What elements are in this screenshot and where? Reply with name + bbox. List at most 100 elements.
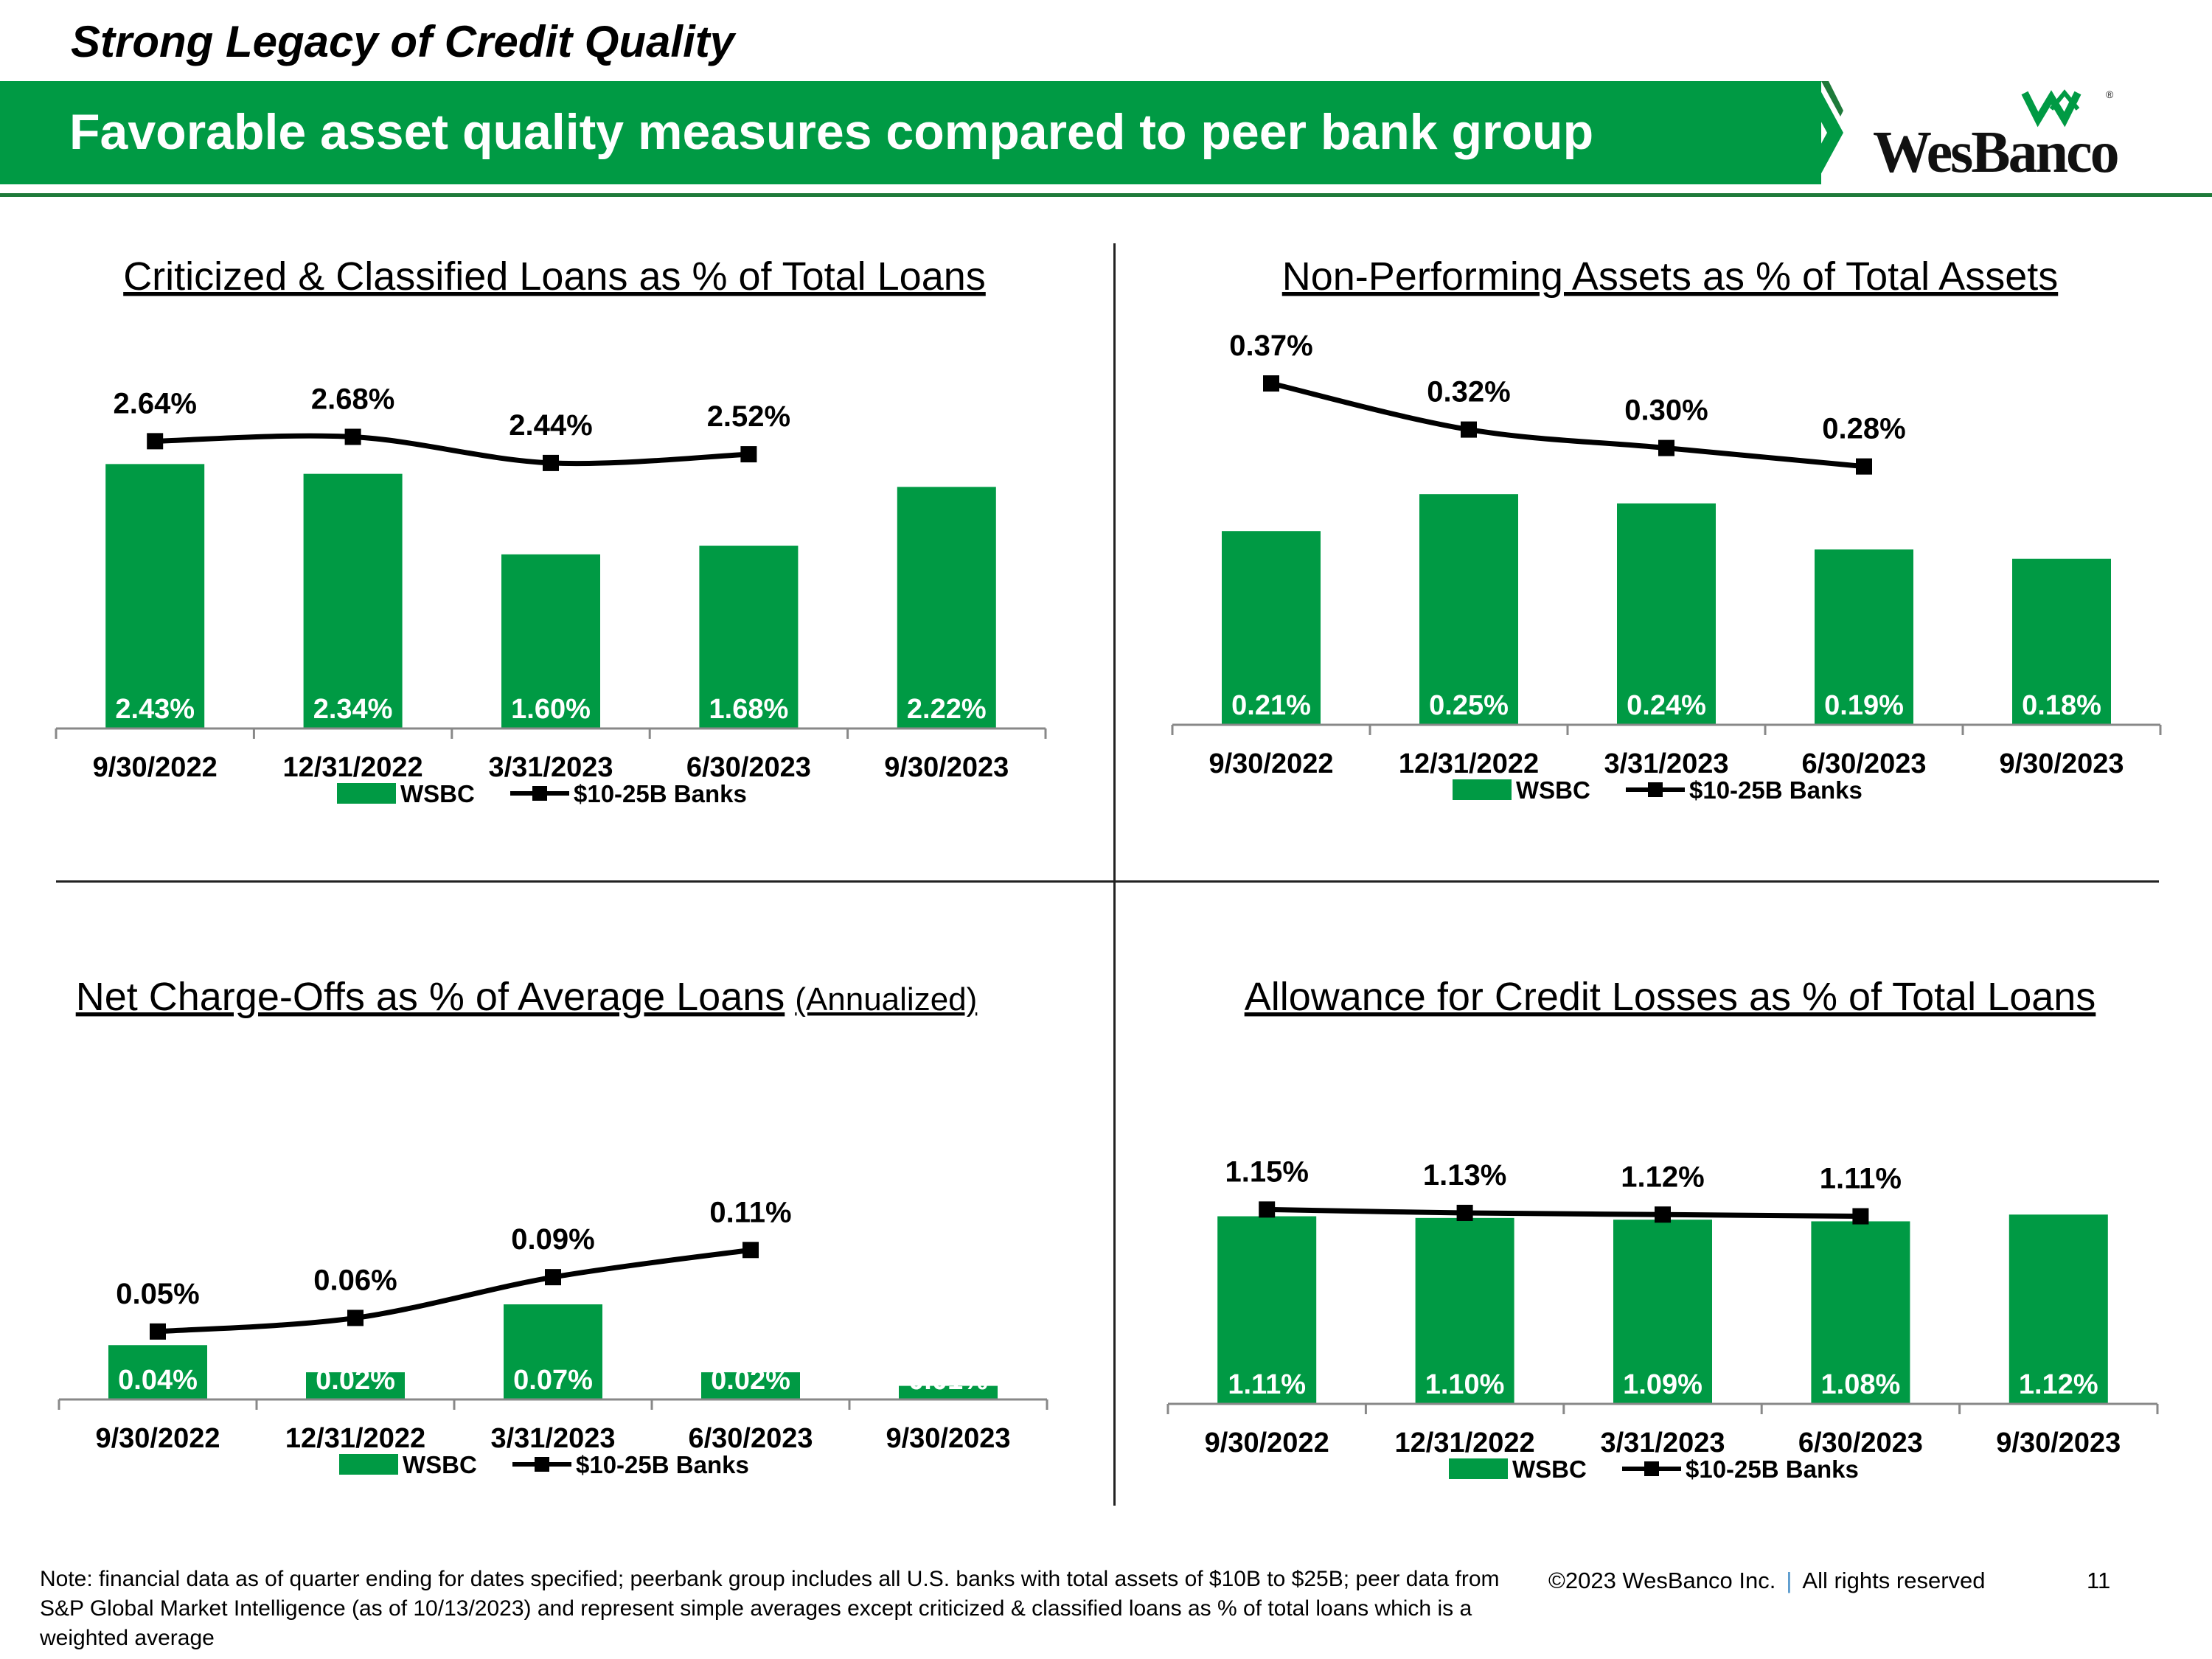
x-tick-label: 12/31/2022 (285, 1423, 425, 1454)
bar-wsbc (501, 554, 600, 728)
x-tick-label: 9/30/2022 (95, 1423, 220, 1454)
line-marker (1856, 458, 1872, 475)
legend-peer-label: $10-25B Banks (1686, 1455, 1859, 1483)
x-tick-label: 3/31/2023 (1604, 748, 1728, 779)
bar-wsbc (303, 473, 403, 728)
wesbanco-logo: ® WesBanco (1873, 87, 2138, 185)
line-marker (1852, 1208, 1869, 1225)
x-tick-label: 9/30/2023 (1996, 1427, 2121, 1458)
copyright: ©2023 WesBanco Inc. | All rights reserved (1548, 1568, 1986, 1594)
slide-supertitle: Strong Legacy of Credit Quality (71, 17, 735, 66)
line-marker (344, 428, 361, 445)
bar-value-label: 0.04% (118, 1365, 198, 1396)
bar-value-label: 0.25% (1429, 690, 1509, 721)
x-tick-label: 9/30/2023 (1999, 748, 2124, 779)
bar-wsbc (1613, 1220, 1712, 1404)
x-tick-label: 9/30/2022 (93, 752, 218, 783)
chart-title-suffix: (Annualized) (795, 981, 977, 1018)
x-tick-label: 9/30/2022 (1205, 1427, 1329, 1458)
x-tick-label: 12/31/2022 (1395, 1427, 1535, 1458)
line-marker (1461, 421, 1477, 438)
bar-wsbc (2008, 1214, 2108, 1404)
bar-value-label: 1.68% (709, 694, 789, 725)
legend-wsbc-label: WSBC (1516, 776, 1590, 804)
bar-value-label: 0.24% (1627, 690, 1706, 721)
line-value-label: 1.15% (1225, 1155, 1308, 1188)
copyright-separator: | (1786, 1568, 1792, 1593)
bar-wsbc (108, 1345, 207, 1399)
legend-peer-label: $10-25B Banks (574, 780, 747, 807)
line-marker (1263, 375, 1279, 392)
bar-wsbc (897, 487, 996, 728)
legend-wsbc-swatch (337, 783, 396, 804)
bar-wsbc (699, 546, 799, 728)
line-value-label: 0.09% (511, 1223, 594, 1256)
line-marker (742, 1242, 759, 1259)
legend-wsbc-label: WSBC (403, 1451, 477, 1478)
line-value-label: 0.05% (116, 1278, 199, 1310)
line-value-label: 0.11% (709, 1196, 791, 1228)
chart-title-4: Allowance for Credit Losses as % of Tota… (1245, 975, 2096, 1019)
legend-peer-label: $10-25B Banks (576, 1451, 749, 1478)
line-value-label: 0.37% (1229, 330, 1312, 362)
bar-wsbc (899, 1385, 998, 1399)
bar-value-label: 0.02% (316, 1365, 395, 1396)
legend-peer-label: $10-25B Banks (1689, 776, 1863, 804)
bar-wsbc (105, 464, 205, 728)
x-tick-label: 6/30/2023 (686, 752, 811, 783)
x-tick-label: 3/31/2023 (1600, 1427, 1725, 1458)
vertical-divider (1113, 243, 1116, 1506)
chart-title-3: Net Charge-Offs as % of Average Loans (An… (76, 975, 978, 1019)
line-value-label: 0.28% (1822, 413, 1905, 445)
x-tick-label: 6/30/2023 (688, 1423, 813, 1454)
legend-peer-marker (532, 786, 547, 801)
bar-value-label: 0.19% (1824, 690, 1904, 721)
x-tick-label: 3/31/2023 (490, 1423, 615, 1454)
bar-wsbc (306, 1372, 405, 1399)
bar-value-label: 1.09% (1623, 1369, 1703, 1400)
line-value-label: 2.44% (509, 409, 592, 442)
x-tick-label: 9/30/2022 (1208, 748, 1333, 779)
line-marker (1456, 1204, 1473, 1221)
legend-wsbc-label: WSBC (1512, 1455, 1587, 1483)
registered-mark: ® (2106, 88, 2114, 100)
x-tick-label: 3/31/2023 (488, 752, 613, 783)
title-banner (0, 81, 1821, 184)
line-value-label: 2.64% (113, 387, 196, 420)
line-value-label: 1.12% (1621, 1161, 1704, 1193)
legend-wsbc-swatch (1449, 1458, 1508, 1479)
x-tick-label: 12/31/2022 (1399, 748, 1539, 779)
slide-title: Favorable asset quality measures compare… (69, 104, 1594, 160)
line-marker (147, 433, 164, 450)
line-value-label: 1.13% (1423, 1159, 1506, 1192)
line-peer-banks (157, 1247, 751, 1335)
bar-wsbc (1222, 531, 1321, 725)
bar-value-label: 0.02% (711, 1365, 790, 1396)
line-value-label: 0.32% (1427, 376, 1510, 408)
x-tick-label: 9/30/2023 (884, 752, 1009, 783)
bar-wsbc (1815, 549, 1913, 725)
line-marker (1658, 439, 1674, 456)
x-tick-label: 6/30/2023 (1798, 1427, 1923, 1458)
bar-wsbc (2012, 558, 2111, 725)
legend-wsbc-swatch (1453, 779, 1512, 800)
legend-wsbc-swatch (339, 1454, 398, 1475)
line-marker (150, 1323, 166, 1340)
x-tick-label: 9/30/2023 (886, 1423, 1010, 1454)
chart-title-2: Non-Performing Assets as % of Total Asse… (1282, 254, 2058, 299)
header-rule (0, 193, 2212, 197)
page-number: 11 (2087, 1568, 2111, 1593)
logo-mark-icon (2021, 89, 2081, 128)
bar-value-label: 1.60% (511, 694, 591, 725)
chart-title-text: Net Charge-Offs as % of Average Loans (76, 975, 785, 1019)
line-peer-banks (1267, 1206, 1861, 1220)
bar-value-label: 2.34% (313, 694, 393, 725)
bar-value-label: 1.10% (1425, 1369, 1505, 1400)
bar-wsbc (1811, 1221, 1910, 1404)
line-marker (1259, 1201, 1276, 1218)
chart-title-1: Criticized & Classified Loans as % of To… (123, 254, 986, 299)
legend-peer-marker (535, 1457, 549, 1472)
legend-wsbc-label: WSBC (400, 780, 475, 807)
bar-wsbc (1419, 494, 1518, 725)
